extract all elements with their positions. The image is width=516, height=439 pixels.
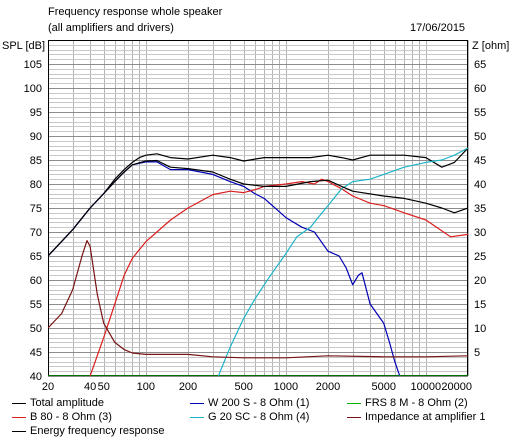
y-tick-right-label: 5 <box>474 347 480 359</box>
legend-swatch <box>12 431 26 432</box>
grid <box>48 40 469 377</box>
legend-item: FRS 8 M - 8 Ohm (2) <box>347 397 468 409</box>
chart-subtitle: (all amplifiers and drivers) <box>48 22 174 34</box>
x-tick-label: 40 <box>84 381 96 393</box>
legend-label: G 20 SC - 8 Ohm (4) <box>208 411 310 423</box>
y-tick-left-label: 85 <box>30 155 42 167</box>
legend-swatch <box>190 417 204 418</box>
chart-date: 17/06/2015 <box>410 22 466 34</box>
y-axis-left-label: SPL [dB] <box>2 40 46 52</box>
legend-label: B 80 - 8 Ohm (3) <box>30 411 112 423</box>
x-tick-label: 2000 <box>316 381 340 393</box>
legend-item: Energy frequency response <box>12 425 165 437</box>
y-tick-left-label: 45 <box>30 347 42 359</box>
legend-label: Impedance at amplifier 1 <box>365 411 486 423</box>
legend-item: G 20 SC - 8 Ohm (4) <box>190 411 310 423</box>
y-tick-left-label: 105 <box>24 59 42 71</box>
legend-swatch <box>347 403 361 404</box>
y-tick-left-label: 55 <box>30 299 42 311</box>
legend-item: Impedance at amplifier 1 <box>347 411 486 423</box>
y-tick-right-label: 35 <box>474 203 486 215</box>
x-tick-label: 10000 <box>411 381 442 393</box>
legend-swatch <box>347 417 361 418</box>
chart-title: Frequency response whole speaker <box>48 6 223 18</box>
legend-swatch <box>12 417 26 418</box>
y-tick-right-label: 45 <box>474 155 486 167</box>
y-tick-left-label: 65 <box>30 251 42 263</box>
y-tick-left-label: 100 <box>24 83 42 95</box>
y-tick-right-label: 40 <box>474 179 486 191</box>
x-tick-label: 20 <box>42 381 54 393</box>
legend-swatch <box>190 403 204 404</box>
legend-item: B 80 - 8 Ohm (3) <box>12 411 112 423</box>
y-tick-left-label: 70 <box>30 227 42 239</box>
legend-label: Energy frequency response <box>30 425 165 437</box>
x-tick-label: 50 <box>98 381 110 393</box>
y-tick-left-label: 50 <box>30 323 42 335</box>
legend-item: W 200 S - 8 Ohm (1) <box>190 397 310 409</box>
y-tick-right-label: 10 <box>474 323 486 335</box>
y-tick-left-label: 75 <box>30 203 42 215</box>
y-tick-left-label: 90 <box>30 131 42 143</box>
y-tick-left-label: 95 <box>30 107 42 119</box>
y-tick-right-label: 15 <box>474 299 486 311</box>
legend-label: Total amplitude <box>30 397 104 409</box>
legend-label: W 200 S - 8 Ohm (1) <box>208 397 310 409</box>
x-tick-label: 1000 <box>274 381 298 393</box>
x-tick-label: 200 <box>179 381 197 393</box>
y-tick-right-label: 30 <box>474 227 486 239</box>
x-tick-label: 500 <box>235 381 253 393</box>
x-tick-label: 5000 <box>371 381 395 393</box>
y-axis-right-label: Z [ohm] <box>472 40 510 52</box>
series-line-total-amplitude <box>48 147 468 257</box>
legend-item: Total amplitude <box>12 397 104 409</box>
y-tick-right-label: 65 <box>474 59 486 71</box>
y-tick-left-label: 80 <box>30 179 42 191</box>
y-tick-left-label: 40 <box>30 371 42 383</box>
legend-label: FRS 8 M - 8 Ohm (2) <box>365 397 468 409</box>
x-tick-label: 20000 <box>441 381 472 393</box>
y-tick-right-label: 25 <box>474 251 486 263</box>
y-tick-left-label: 60 <box>30 275 42 287</box>
series-line-impedance-at-amplifier-1 <box>48 240 468 359</box>
y-tick-right-label: 20 <box>474 275 486 287</box>
x-tick-label: 100 <box>137 381 155 393</box>
series-line-g-20-sc-8-ohm-4 <box>217 147 468 376</box>
y-tick-right-label: 60 <box>474 83 486 95</box>
y-tick-right-label: 50 <box>474 131 486 143</box>
series-line-energy-frequency-response <box>48 159 468 257</box>
y-tick-right-label: 55 <box>474 107 486 119</box>
legend-swatch <box>12 403 26 404</box>
